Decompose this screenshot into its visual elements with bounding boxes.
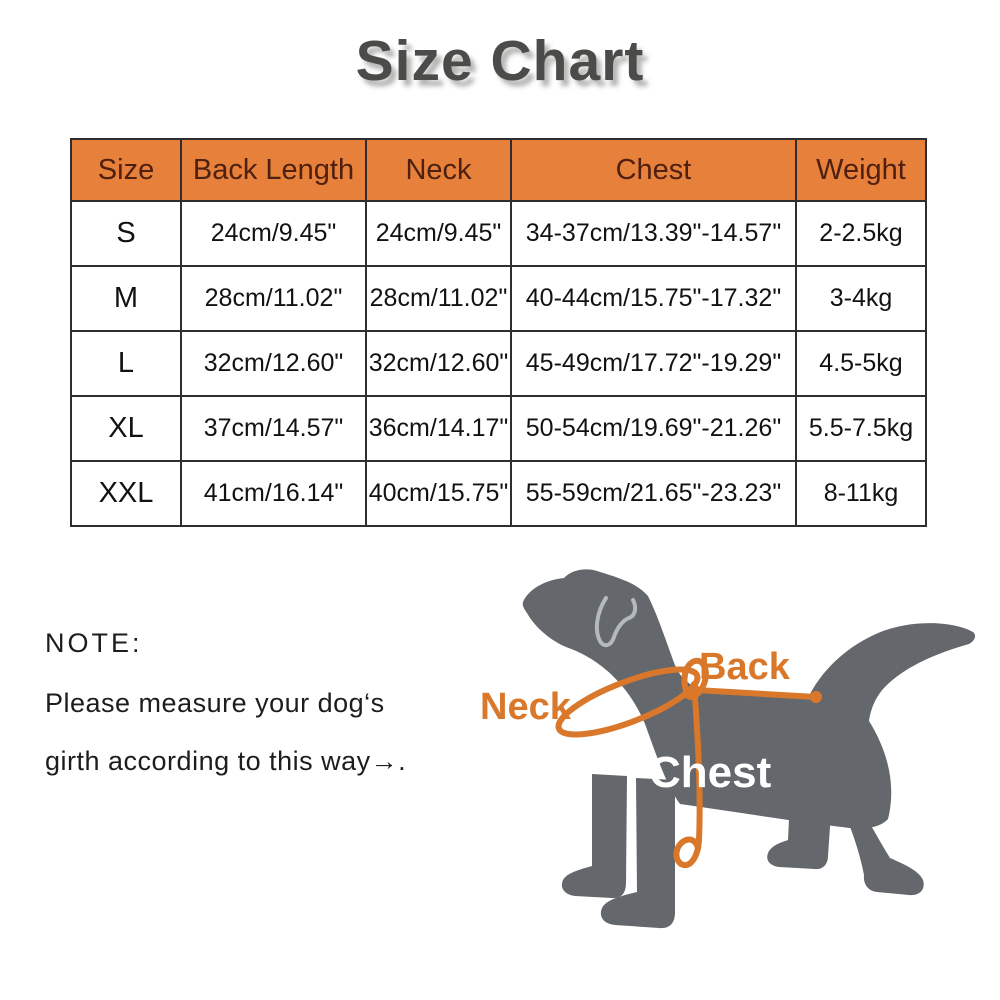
back-line-end-dot: [810, 691, 822, 703]
cell-chest: 40-44cm/15.75"-17.32": [510, 265, 797, 332]
cell-weight: 3-4kg: [795, 265, 927, 332]
col-header-back-length: Back Length: [180, 138, 367, 202]
table-body: S 24cm/9.45" 24cm/9.45" 34-37cm/13.39"-1…: [70, 200, 927, 527]
cell-weight: 4.5-5kg: [795, 330, 927, 397]
cell-chest: 34-37cm/13.39"-14.57": [510, 200, 797, 267]
dog-front-near-leg: [600, 778, 675, 929]
cell-size: S: [70, 200, 182, 267]
cell-back-length: 32cm/12.60": [180, 330, 367, 397]
chest-measure-tape: [673, 681, 703, 869]
dog-rear-near-leg: [834, 765, 924, 896]
col-header-weight: Weight: [795, 138, 927, 202]
cell-neck: 32cm/12.60": [365, 330, 512, 397]
cell-neck: 40cm/15.75": [365, 460, 512, 527]
cell-weight: 8-11kg: [795, 460, 927, 527]
col-header-neck: Neck: [365, 138, 512, 202]
table-row-l: L 32cm/12.60" 32cm/12.60" 45-49cm/17.72"…: [70, 330, 927, 397]
cell-size: XL: [70, 395, 182, 462]
chest-label: Chest: [649, 748, 772, 797]
cell-back-length: 24cm/9.45": [180, 200, 367, 267]
cell-weight: 5.5-7.5kg: [795, 395, 927, 462]
cell-size: L: [70, 330, 182, 397]
table-row-xxl: XXL 41cm/16.14" 40cm/15.75" 55-59cm/21.6…: [70, 460, 927, 527]
table-header-row: Size Back Length Neck Chest Weight: [70, 138, 927, 202]
note-heading: NOTE:: [45, 628, 143, 658]
table-header: Size Back Length Neck Chest Weight: [70, 138, 927, 202]
cell-back-length: 28cm/11.02": [180, 265, 367, 332]
note-block: NOTE: Please measure your dog‘s girth ac…: [45, 628, 406, 804]
cell-neck: 28cm/11.02": [365, 265, 512, 332]
back-line-start-dot: [688, 684, 700, 696]
page-title: Size Chart: [355, 29, 645, 93]
cell-back-length: 41cm/16.14": [180, 460, 367, 527]
dog-body: [522, 569, 976, 829]
col-header-chest: Chest: [510, 138, 797, 202]
note-line-1: Please measure your dog‘s: [45, 688, 385, 718]
cell-chest: 50-54cm/19.69"-21.26": [510, 395, 797, 462]
cell-back-length: 37cm/14.57": [180, 395, 367, 462]
note-line-2: girth according to this way→.: [45, 746, 407, 776]
cell-chest: 55-59cm/21.65"-23.23": [510, 460, 797, 527]
back-measure-line: [693, 687, 819, 700]
cell-size: XXL: [70, 460, 182, 527]
size-chart-table: Size Back Length Neck Chest Weight S 24c…: [70, 138, 927, 527]
dog-ear-outline: [594, 596, 638, 648]
cell-chest: 45-49cm/17.72"-19.29": [510, 330, 797, 397]
cell-weight: 2-2.5kg: [795, 200, 927, 267]
cell-neck: 36cm/14.17": [365, 395, 512, 462]
col-header-size: Size: [70, 138, 182, 202]
back-label: Back: [699, 646, 791, 688]
cell-size: M: [70, 265, 182, 332]
table-row-s: S 24cm/9.45" 24cm/9.45" 34-37cm/13.39"-1…: [70, 200, 927, 267]
neck-label: Neck: [480, 686, 572, 728]
table-row-m: M 28cm/11.02" 28cm/11.02" 40-44cm/15.75"…: [70, 265, 927, 332]
table-row-xl: XL 37cm/14.57" 36cm/14.17" 50-54cm/19.69…: [70, 395, 927, 462]
cell-neck: 24cm/9.45": [365, 200, 512, 267]
neck-measure-tape: [555, 666, 701, 738]
dog-silhouette-illustration: Neck Back Chest: [480, 569, 976, 929]
dog-rear-far-leg: [767, 798, 832, 870]
dog-front-far-leg: [561, 774, 627, 899]
